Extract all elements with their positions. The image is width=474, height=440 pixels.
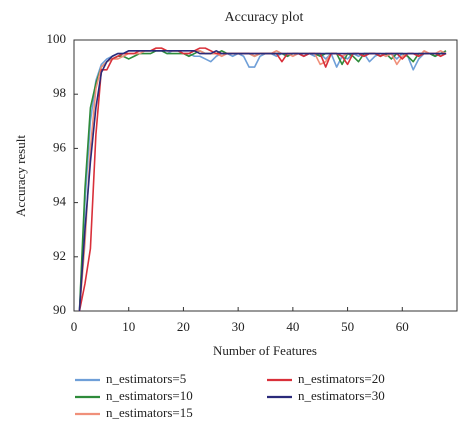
legend-label: n_estimators=15 xyxy=(106,405,193,420)
y-tick-label: 90 xyxy=(53,302,66,317)
chart-title: Accuracy plot xyxy=(225,10,304,25)
y-tick-label: 100 xyxy=(47,31,67,46)
x-tick-label: 40 xyxy=(286,319,299,334)
x-axis-title: Number of Features xyxy=(213,343,317,358)
x-tick-label: 0 xyxy=(71,319,78,334)
y-tick-label: 98 xyxy=(53,85,66,100)
series-line xyxy=(78,47,447,312)
legend-label: n_estimators=5 xyxy=(106,371,186,386)
series-line xyxy=(78,50,447,312)
x-tick-label: 20 xyxy=(177,319,190,334)
y-tick-label: 94 xyxy=(53,194,67,209)
x-tick-label: 50 xyxy=(341,319,354,334)
legend-label: n_estimators=10 xyxy=(106,388,193,403)
y-tick-label: 92 xyxy=(53,248,66,263)
plot-frame xyxy=(73,39,458,312)
y-axis-title: Accuracy result xyxy=(13,135,28,217)
legend-label: n_estimators=30 xyxy=(298,388,385,403)
y-tick-label: 96 xyxy=(53,139,67,154)
series-line xyxy=(78,50,447,312)
x-tick-label: 10 xyxy=(122,319,135,334)
legend-label: n_estimators=20 xyxy=(298,371,385,386)
x-tick-label: 30 xyxy=(232,319,245,334)
series-line xyxy=(78,47,447,312)
series-line xyxy=(78,50,447,312)
x-tick-label: 60 xyxy=(396,319,409,334)
